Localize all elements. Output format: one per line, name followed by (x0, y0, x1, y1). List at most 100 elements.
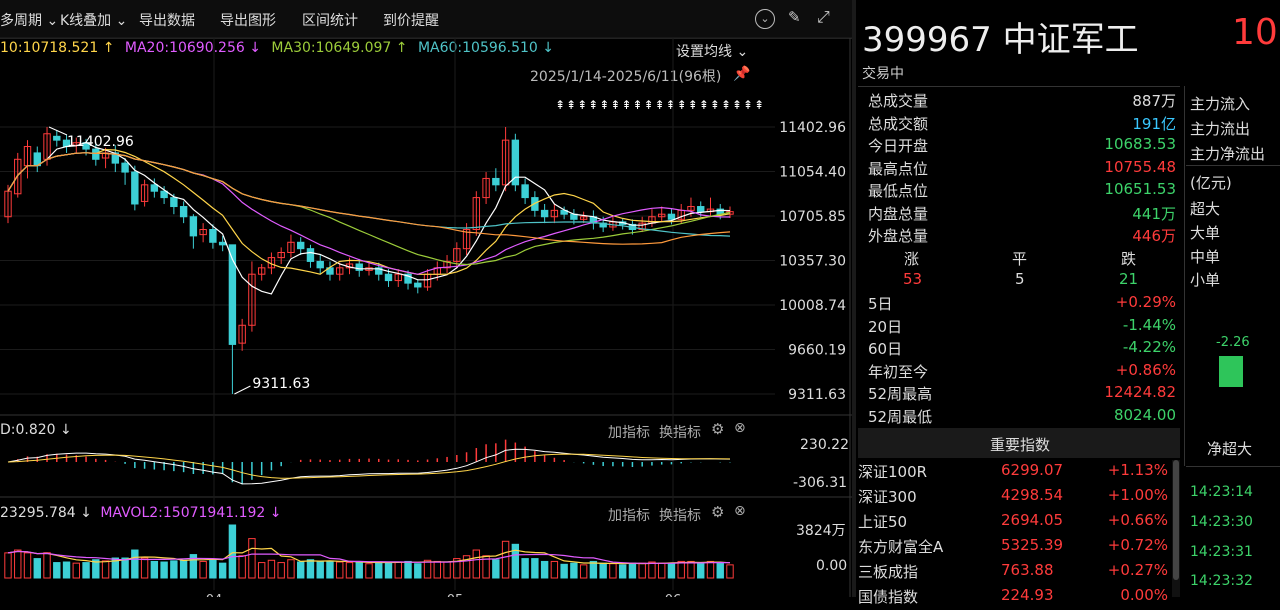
period-menu[interactable]: 多周期 ⌄ (0, 13, 59, 29)
indices-title: 重要指数 (990, 436, 1051, 454)
y-tick-label: 11054.40 (779, 165, 846, 181)
index-row[interactable]: 东方财富全A 5325.39 +0.72% (858, 536, 1170, 560)
divider (858, 86, 1180, 87)
chart-toolbar: 多周期 ⌄ K线叠加 ⌄ 导出数据 导出图形 区间统计 到价提醒 ⌄ ✎ ⤢ (0, 0, 852, 39)
close-icon[interactable]: ⊗ (734, 503, 746, 519)
export-image-button[interactable]: 导出图形 (220, 13, 276, 29)
panel-divider[interactable] (852, 0, 856, 597)
candle-body (257, 267, 266, 275)
event-markers: ⇞⇞⇞⇞⇞⇞⇞⇞⇞⇞⇞⇞⇞⇞⇞⇞⇞⇞⇞ (555, 98, 766, 112)
ma45-line (7, 152, 731, 245)
period-change-row: 60日 -4.22% (868, 338, 1176, 360)
volume-bar (628, 562, 637, 579)
low-annotation: 9311.63 (252, 376, 310, 392)
candle-body (92, 148, 100, 160)
stat-value: 887万 (1132, 92, 1176, 110)
macd-add-indicator-button[interactable]: 加指标 (608, 425, 650, 441)
x-tick-label: 04 (206, 593, 223, 597)
candle-body (316, 260, 324, 269)
volume-bar (121, 557, 129, 579)
candle-body (306, 248, 315, 262)
trading-status: 交易中 (862, 66, 904, 82)
period-change-row: 20日 -1.44% (868, 316, 1176, 338)
period-label: 52周最低 (868, 407, 933, 426)
vol-y-bottom: 0.00 (816, 558, 848, 574)
volume-bar (170, 560, 178, 579)
index-row[interactable]: 上证50 2694.05 +0.66% (858, 511, 1170, 535)
volume-bar (423, 559, 432, 579)
fullscreen-icon[interactable]: ⤢ (817, 7, 830, 26)
up-count: 53 (903, 270, 923, 288)
order-small: 小单 (1190, 271, 1221, 289)
macd-switch-indicator-button[interactable]: 换指标 (659, 425, 701, 441)
candle-body (179, 206, 188, 218)
candle-body (453, 248, 461, 262)
index-row[interactable]: 深证300 4298.54 +1.00% (858, 486, 1170, 510)
candle-body (482, 177, 490, 199)
index-row[interactable]: 三板成指 763.88 +0.27% (858, 561, 1170, 585)
ma-legend: 10:10718.521 ↑ MA20:10690.256 ↓ MA30:106… (0, 40, 554, 56)
volume-bar (726, 564, 734, 579)
indices-scrollbar[interactable] (1172, 460, 1180, 597)
period-change-row: 5日 +0.29% (868, 293, 1176, 315)
period-value: 12424.82 (1104, 383, 1176, 401)
volume-bar (697, 562, 705, 579)
close-icon[interactable]: ⊗ (734, 420, 746, 436)
index-row[interactable]: 深证100R 6299.07 +1.13% (858, 461, 1170, 485)
index-change: +0.66% (1107, 511, 1168, 529)
candle-body (150, 184, 159, 192)
volume-bar (101, 560, 110, 579)
vol-add-indicator-button[interactable]: 加指标 (608, 508, 650, 524)
candle-body (160, 190, 168, 199)
candle-body (658, 213, 666, 218)
volume-bar (287, 559, 295, 579)
trade-time: 14:23:14 (1190, 484, 1253, 500)
index-change: +0.72% (1107, 536, 1168, 554)
chart-date-range: 2025/1/14-2025/6/11(96根) (530, 69, 722, 85)
period-value: +0.86% (1115, 360, 1176, 379)
brush-icon[interactable]: ✎ (788, 8, 801, 26)
ma-settings-button[interactable]: 设置均线 ⌄ (676, 44, 749, 60)
volume-bar (199, 560, 207, 579)
range-stats-button[interactable]: 区间统计 (302, 13, 358, 29)
index-name: 深证300 (858, 488, 917, 506)
volume-bar (306, 559, 315, 579)
chevron-down-circle-icon[interactable]: ⌄ (755, 9, 775, 29)
candle-body (170, 197, 178, 208)
volume-bar (375, 561, 383, 579)
gear-icon[interactable]: ⚙ (711, 503, 725, 521)
candle-body (297, 241, 305, 250)
volume-bar (92, 559, 100, 579)
index-change: +1.13% (1107, 461, 1168, 479)
volume-bar (140, 557, 149, 579)
pin-icon[interactable]: 📌 (733, 66, 751, 82)
divider (1186, 165, 1280, 166)
volume-bar (550, 560, 559, 579)
volume-bar (648, 561, 656, 579)
flat-count: 5 (1015, 270, 1025, 288)
chevron-down-icon: ⌄ (115, 13, 128, 29)
volume-bar (326, 560, 334, 579)
candle-body (687, 206, 695, 211)
index-name: 东方财富全A (858, 538, 944, 556)
price-alert-button[interactable]: 到价提醒 (383, 13, 439, 29)
net-super-label: 净超大 (1207, 440, 1253, 458)
stat-label: 内盘总量 (868, 204, 929, 223)
volume-bar (609, 563, 617, 579)
period-value: +0.29% (1115, 293, 1176, 311)
index-value: 224.93 (1001, 586, 1054, 604)
candle-body (238, 324, 246, 344)
export-data-button[interactable]: 导出数据 (139, 13, 195, 29)
volume-bar (228, 524, 237, 579)
macd-y-bottom: -306.31 (793, 475, 848, 491)
vol-switch-indicator-button[interactable]: 换指标 (659, 508, 701, 524)
ma30-value: MA30:10649.097 ↑ (271, 40, 408, 56)
volume-legend: 23295.784 ↓ MAVOL2:15071941.192 ↓ (0, 505, 282, 521)
index-row[interactable]: 国债指数 224.93 0.00% (858, 586, 1170, 610)
gear-icon[interactable]: ⚙ (711, 420, 725, 438)
kline-chart[interactable]: 11402.96 9311.63 11402.96 11054.40 10705.85… (0, 0, 852, 597)
candle-body (697, 206, 705, 213)
volume-bar (570, 562, 578, 579)
order-medium: 中单 (1190, 248, 1221, 266)
kline-overlay-menu[interactable]: K线叠加 ⌄ (60, 13, 128, 29)
